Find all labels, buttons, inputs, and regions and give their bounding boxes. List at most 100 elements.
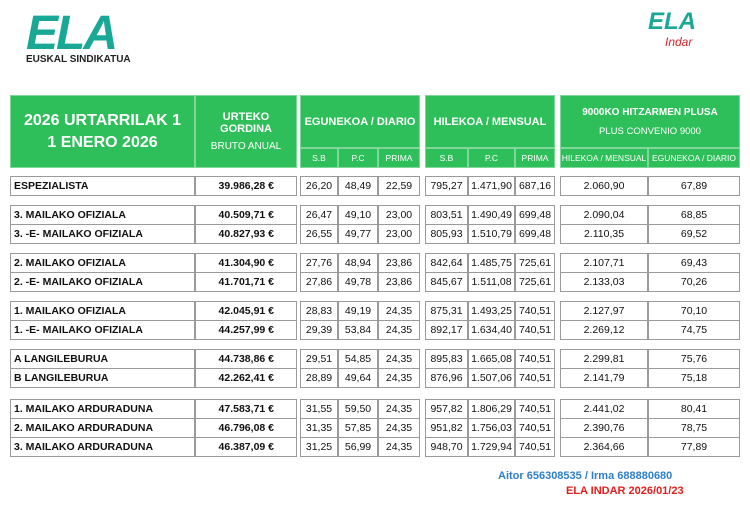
sub-header: S.B bbox=[425, 148, 468, 168]
value-cell: 46.796,08 € bbox=[195, 418, 297, 438]
value-cell: 56,99 bbox=[338, 437, 378, 457]
value-cell: 895,83 bbox=[425, 349, 468, 369]
logo-right: ELA bbox=[648, 8, 696, 35]
header-text: URTEKO GORDINA bbox=[220, 111, 272, 135]
sub-header: PRIMA bbox=[515, 148, 555, 168]
header-text: HILEKOA / MENSUAL bbox=[433, 115, 547, 128]
value-cell: 74,75 bbox=[648, 320, 740, 340]
header-title: 2026 URTARRILAK 1 1 ENERO 2026 bbox=[10, 95, 195, 168]
value-cell: 699,48 bbox=[515, 224, 555, 244]
value-cell: 1.806,29 bbox=[468, 399, 515, 419]
value-cell: 24,35 bbox=[378, 320, 420, 340]
value-cell: 47.583,71 € bbox=[195, 399, 297, 419]
value-cell: 24,35 bbox=[378, 437, 420, 457]
logo: ELA bbox=[26, 7, 118, 60]
value-cell: 42.262,41 € bbox=[195, 368, 297, 388]
value-cell: 2.060,90 bbox=[560, 176, 648, 196]
value-cell: 49,64 bbox=[338, 368, 378, 388]
value-cell: 29,39 bbox=[300, 320, 338, 340]
value-cell: 29,51 bbox=[300, 349, 338, 369]
value-cell: 805,93 bbox=[425, 224, 468, 244]
value-cell: 2.269,12 bbox=[560, 320, 648, 340]
value-cell: 68,85 bbox=[648, 205, 740, 225]
value-cell: 740,51 bbox=[515, 418, 555, 438]
value-cell: 57,85 bbox=[338, 418, 378, 438]
value-cell: 2.299,81 bbox=[560, 349, 648, 369]
value-cell: 24,35 bbox=[378, 399, 420, 419]
value-cell: 842,64 bbox=[425, 253, 468, 273]
value-cell: 67,89 bbox=[648, 176, 740, 196]
category: 1. MAILAKO OFIZIALA bbox=[10, 301, 195, 321]
value-cell: 48,94 bbox=[338, 253, 378, 273]
value-cell: 2.133,03 bbox=[560, 272, 648, 292]
value-cell: 892,17 bbox=[425, 320, 468, 340]
value-cell: 28,89 bbox=[300, 368, 338, 388]
category: 2. -E- MAILAKO OFIZIALA bbox=[10, 272, 195, 292]
value-cell: 740,51 bbox=[515, 437, 555, 457]
logo-subtitle: EUSKAL SINDIKATUA bbox=[26, 54, 131, 65]
value-cell: 59,50 bbox=[338, 399, 378, 419]
value-cell: 1.634,40 bbox=[468, 320, 515, 340]
value-cell: 44.738,86 € bbox=[195, 349, 297, 369]
value-cell: 49,77 bbox=[338, 224, 378, 244]
value-cell: 1.729,94 bbox=[468, 437, 515, 457]
value-cell: 31,35 bbox=[300, 418, 338, 438]
category: ESPEZIALISTA bbox=[10, 176, 195, 196]
value-cell: 75,18 bbox=[648, 368, 740, 388]
value-cell: 725,61 bbox=[515, 253, 555, 273]
value-cell: 951,82 bbox=[425, 418, 468, 438]
value-cell: 31,55 bbox=[300, 399, 338, 419]
header-text: BRUTO ANUAL bbox=[210, 141, 282, 152]
sub-header: HILEKOA / MENSUAL bbox=[560, 148, 648, 168]
value-cell: 1.493,25 bbox=[468, 301, 515, 321]
header-daily: EGUNEKOA / DIARIO bbox=[300, 95, 420, 148]
value-cell: 40.827,93 € bbox=[195, 224, 297, 244]
value-cell: 2.441,02 bbox=[560, 399, 648, 419]
value-cell: 69,52 bbox=[648, 224, 740, 244]
value-cell: 2.127,97 bbox=[560, 301, 648, 321]
value-cell: 24,35 bbox=[378, 368, 420, 388]
value-cell: 41.304,90 € bbox=[195, 253, 297, 273]
value-cell: 740,51 bbox=[515, 399, 555, 419]
category: B LANGILEBURUA bbox=[10, 368, 195, 388]
value-cell: 26,47 bbox=[300, 205, 338, 225]
value-cell: 70,10 bbox=[648, 301, 740, 321]
value-cell: 1.665,08 bbox=[468, 349, 515, 369]
sub-header: EGUNEKOA / DIARIO bbox=[648, 148, 740, 168]
value-cell: 53,84 bbox=[338, 320, 378, 340]
value-cell: 42.045,91 € bbox=[195, 301, 297, 321]
value-cell: 49,78 bbox=[338, 272, 378, 292]
header-monthly: HILEKOA / MENSUAL bbox=[425, 95, 555, 148]
value-cell: 78,75 bbox=[648, 418, 740, 438]
logo-right-sub: Indar bbox=[665, 35, 693, 49]
value-cell: 2.364,66 bbox=[560, 437, 648, 457]
value-cell: 23,86 bbox=[378, 272, 420, 292]
value-cell: 49,19 bbox=[338, 301, 378, 321]
stamp: ELA INDAR 2026/01/23 bbox=[566, 485, 684, 497]
value-cell: 70,26 bbox=[648, 272, 740, 292]
sub-header: P.C bbox=[338, 148, 378, 168]
value-cell: 22,59 bbox=[378, 176, 420, 196]
value-cell: 26,20 bbox=[300, 176, 338, 196]
header-gross: URTEKO GORDINA BRUTO ANUAL bbox=[195, 95, 297, 168]
value-cell: 876,96 bbox=[425, 368, 468, 388]
value-cell: 40.509,71 € bbox=[195, 205, 297, 225]
value-cell: 803,51 bbox=[425, 205, 468, 225]
value-cell: 48,49 bbox=[338, 176, 378, 196]
value-cell: 2.107,71 bbox=[560, 253, 648, 273]
value-cell: 27,76 bbox=[300, 253, 338, 273]
value-cell: 687,16 bbox=[515, 176, 555, 196]
contacts: Aitor 656308535 / Irma 688880680 bbox=[498, 470, 673, 482]
value-cell: 27,86 bbox=[300, 272, 338, 292]
category: 2. MAILAKO ARDURADUNA bbox=[10, 418, 195, 438]
value-cell: 49,10 bbox=[338, 205, 378, 225]
value-cell: 740,51 bbox=[515, 301, 555, 321]
value-cell: 69,43 bbox=[648, 253, 740, 273]
value-cell: 41.701,71 € bbox=[195, 272, 297, 292]
value-cell: 1.510,79 bbox=[468, 224, 515, 244]
value-cell: 39.986,28 € bbox=[195, 176, 297, 196]
value-cell: 1.471,90 bbox=[468, 176, 515, 196]
value-cell: 1.756,03 bbox=[468, 418, 515, 438]
value-cell: 1.490,49 bbox=[468, 205, 515, 225]
